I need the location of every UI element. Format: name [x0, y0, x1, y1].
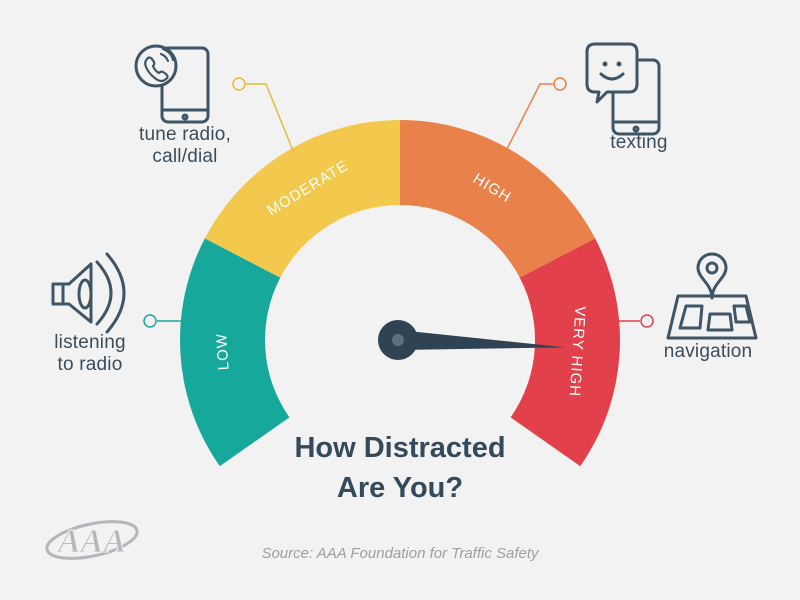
connector-dot-navigation	[640, 314, 654, 328]
activity-label-tune-radio: tune radio, call/dial	[139, 124, 231, 167]
source-name: AAA Foundation for Traffic Safety	[316, 545, 539, 562]
gauge-needle	[378, 320, 566, 360]
gauge-label-very-high: VERY HIGH	[566, 306, 589, 398]
page-title: How Distracted Are You?	[200, 428, 600, 508]
title-line-2: Are You?	[336, 472, 464, 504]
needle-pointer	[397, 330, 566, 350]
connector-tune-radio	[246, 83, 295, 154]
phone-texting-icon	[585, 42, 661, 136]
gauge-segment-moderate	[204, 120, 400, 278]
connector-texting	[504, 83, 553, 154]
gauge-segment-low	[179, 238, 290, 467]
logo-lettering: AAA	[56, 523, 126, 560]
gauge-label-low: LOW	[213, 333, 232, 371]
gauge-segment-high	[400, 120, 596, 278]
activity-label-texting: texting	[610, 132, 668, 153]
gauge-segment-very-high	[510, 238, 620, 467]
connector-dot-texting	[553, 77, 567, 91]
needle-hub-center	[392, 334, 404, 346]
source-prefix: Source:	[261, 545, 314, 562]
connector-dot-listening	[143, 314, 157, 328]
phone-call-icon	[134, 44, 210, 124]
speaker-icon	[51, 252, 126, 334]
activity-label-listening: listening to radio	[54, 332, 126, 375]
source-credit: Source: AAA Foundation for Traffic Safet…	[170, 545, 630, 562]
activity-label-navigation: navigation	[663, 341, 753, 362]
aaa-logo: AAA	[45, 520, 139, 561]
title-line-1: How Distracted	[294, 432, 506, 464]
connector-dot-tune-radio	[232, 77, 246, 91]
map-pin-icon	[666, 252, 758, 340]
